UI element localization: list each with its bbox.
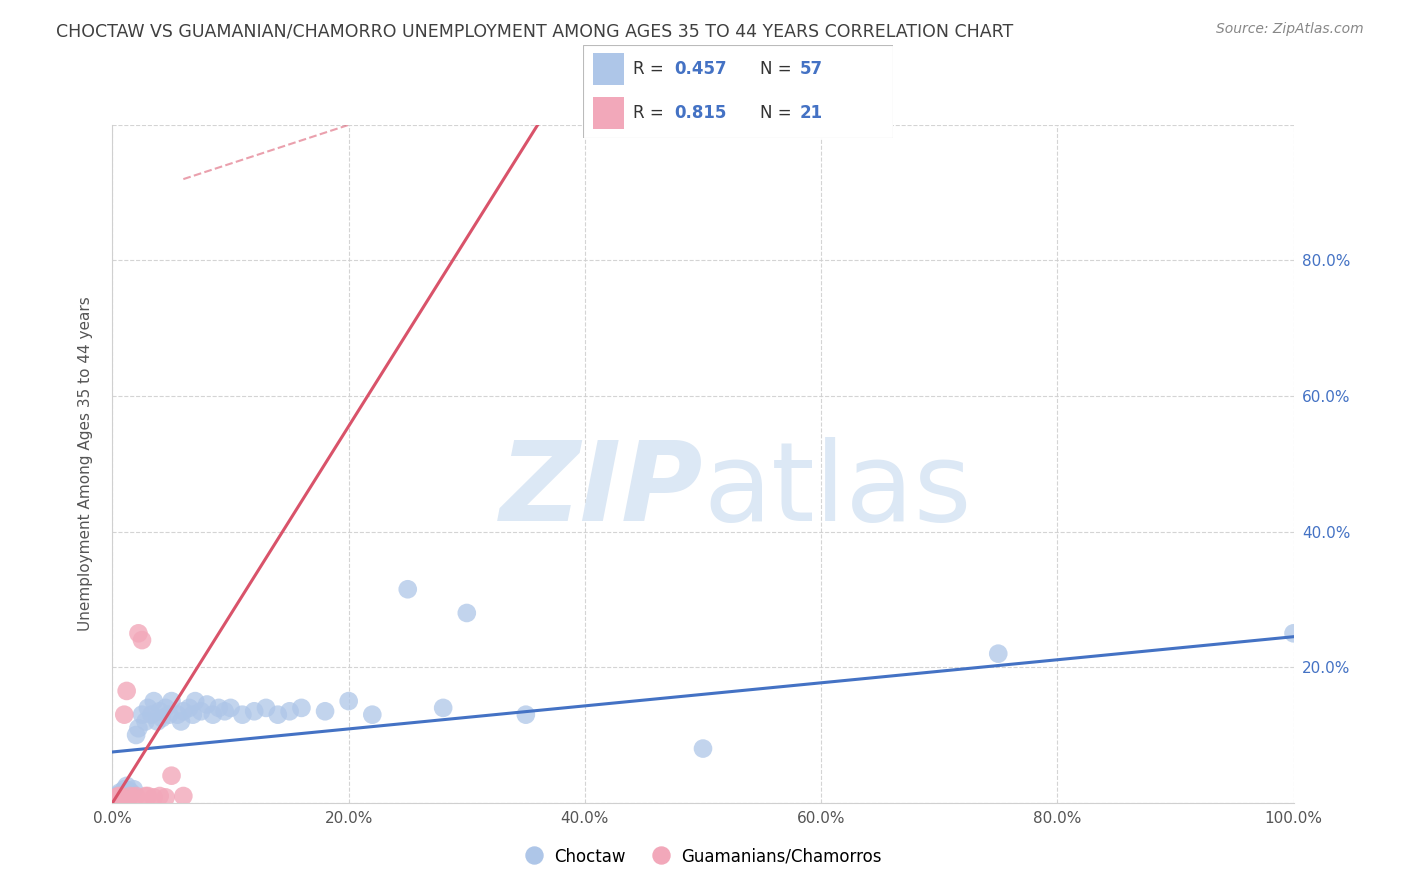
Text: Source: ZipAtlas.com: Source: ZipAtlas.com xyxy=(1216,22,1364,37)
Point xyxy=(170,714,193,729)
Point xyxy=(157,707,180,722)
Point xyxy=(267,707,290,722)
Point xyxy=(105,790,128,805)
Point xyxy=(105,792,128,806)
Point xyxy=(142,790,165,805)
Text: CHOCTAW VS GUAMANIAN/CHAMORRO UNEMPLOYMENT AMONG AGES 35 TO 44 YEARS CORRELATION: CHOCTAW VS GUAMANIAN/CHAMORRO UNEMPLOYME… xyxy=(56,22,1014,40)
Point xyxy=(243,704,266,718)
Point xyxy=(136,789,159,803)
Point xyxy=(149,789,172,803)
Point xyxy=(112,707,135,722)
Point xyxy=(104,792,127,806)
Point xyxy=(120,789,142,803)
Point xyxy=(127,721,149,735)
Point xyxy=(142,694,165,708)
Point xyxy=(105,790,128,805)
Point xyxy=(456,606,478,620)
Point xyxy=(131,633,153,648)
Text: atlas: atlas xyxy=(703,437,972,544)
Point xyxy=(146,714,169,729)
Text: N =: N = xyxy=(759,104,797,122)
Point xyxy=(987,647,1010,661)
Point xyxy=(104,792,127,806)
Text: R =: R = xyxy=(633,60,669,78)
Y-axis label: Unemployment Among Ages 35 to 44 years: Unemployment Among Ages 35 to 44 years xyxy=(79,296,93,632)
Point xyxy=(136,701,159,715)
Point xyxy=(114,786,136,800)
Point xyxy=(150,711,173,725)
Text: 0.457: 0.457 xyxy=(675,60,727,78)
Point xyxy=(111,792,134,806)
Point xyxy=(122,790,145,805)
Point xyxy=(107,789,129,803)
Text: 0.815: 0.815 xyxy=(675,104,727,122)
Point xyxy=(110,789,132,803)
Point xyxy=(692,741,714,756)
Bar xyxy=(593,53,624,85)
Point xyxy=(115,779,138,793)
Point xyxy=(112,782,135,797)
Point xyxy=(184,694,207,708)
Point xyxy=(108,790,131,805)
Point xyxy=(160,769,183,783)
Text: 57: 57 xyxy=(800,60,823,78)
Point xyxy=(1282,626,1305,640)
Point xyxy=(112,788,135,802)
Point xyxy=(254,701,277,715)
Point xyxy=(111,789,134,803)
Point xyxy=(337,694,360,708)
Point xyxy=(120,788,142,802)
Point xyxy=(131,707,153,722)
Point xyxy=(141,707,163,722)
Point xyxy=(201,707,224,722)
Point xyxy=(278,704,301,718)
Point xyxy=(122,782,145,797)
Point xyxy=(125,728,148,742)
Point xyxy=(135,714,157,729)
Point xyxy=(107,788,129,802)
Point xyxy=(120,786,142,800)
Point xyxy=(214,704,236,718)
Point xyxy=(290,701,312,715)
Point xyxy=(105,789,128,803)
Point xyxy=(181,707,204,722)
Text: N =: N = xyxy=(759,60,797,78)
Point xyxy=(160,694,183,708)
Point xyxy=(166,707,188,722)
Point xyxy=(172,704,194,718)
FancyBboxPatch shape xyxy=(583,45,893,138)
Point xyxy=(135,789,157,803)
Point xyxy=(125,789,148,803)
Point xyxy=(127,626,149,640)
Text: ZIP: ZIP xyxy=(499,437,703,544)
Point xyxy=(108,786,131,800)
Point xyxy=(117,789,139,803)
Point xyxy=(195,698,218,712)
Point xyxy=(396,582,419,597)
Point xyxy=(155,701,177,715)
Text: R =: R = xyxy=(633,104,669,122)
Point xyxy=(190,704,212,718)
Point xyxy=(118,783,141,797)
Point xyxy=(208,701,231,715)
Point xyxy=(179,701,201,715)
Point xyxy=(115,684,138,698)
Point xyxy=(155,790,177,805)
Legend: Choctaw, Guamanians/Chamorros: Choctaw, Guamanians/Chamorros xyxy=(517,841,889,872)
Bar xyxy=(593,97,624,129)
Text: 21: 21 xyxy=(800,104,823,122)
Point xyxy=(314,704,336,718)
Point xyxy=(110,790,132,805)
Point xyxy=(172,789,194,803)
Point xyxy=(361,707,384,722)
Point xyxy=(149,704,172,718)
Point xyxy=(231,707,253,722)
Point xyxy=(219,701,242,715)
Point xyxy=(432,701,454,715)
Point xyxy=(515,707,537,722)
